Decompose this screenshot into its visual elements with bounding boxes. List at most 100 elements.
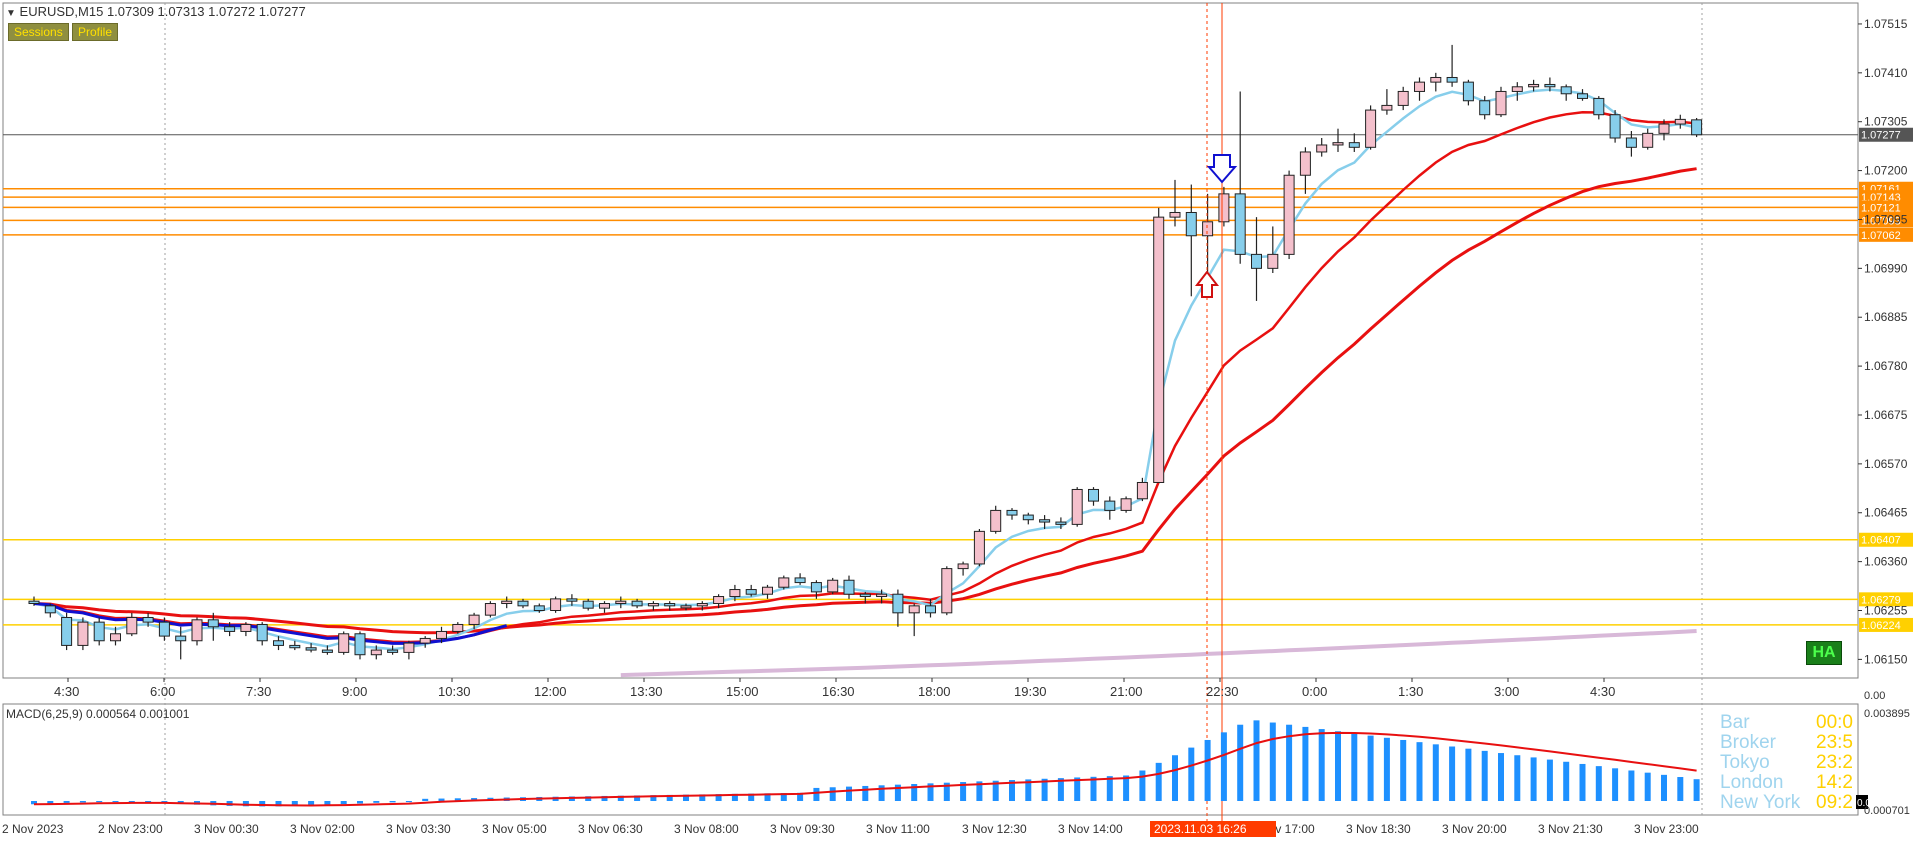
date-tick-label: 3 Nov 12:30 <box>962 822 1027 836</box>
macd-hist-bar <box>324 801 331 805</box>
bear-candle-body <box>1462 81 1474 102</box>
macd-scale-bottom: 0.000701 <box>1864 805 1910 817</box>
time-axis: 4:30 6:00 7:30 9:00 10:30 12:00 13:30 15:00 16:3… <box>2 678 1699 837</box>
macd-hist-bar <box>1498 753 1504 801</box>
bear-candle-body <box>1577 93 1588 99</box>
bear-candle-body <box>158 621 170 637</box>
macd-hist-bar <box>63 801 70 803</box>
price-tick-label: 1.06990 <box>1864 261 1908 275</box>
macd-hist-bar <box>1677 777 1684 801</box>
bull-candle-body <box>615 600 627 605</box>
bear-candle-body <box>859 593 871 598</box>
bull-candle-body <box>729 589 741 598</box>
macd-hist-bar <box>992 780 999 801</box>
bull-candle-body <box>762 586 773 595</box>
macd-hist-bar <box>846 786 852 801</box>
macd-hist-bar <box>1220 732 1227 801</box>
macd-scale-top: 0.003895 <box>1864 708 1910 720</box>
bear-candle-body <box>631 600 643 607</box>
level-label-bg-2 <box>1859 200 1913 215</box>
level-label-7: 1.06224 <box>1861 620 1901 632</box>
time-tick-label: 4:30 <box>1590 684 1615 699</box>
bear-candle-body <box>1479 100 1491 116</box>
macd-hist-bar <box>1123 775 1130 801</box>
profile-button[interactable]: Profile <box>72 23 119 41</box>
level-label-bg-5 <box>1859 532 1913 547</box>
macd-hist-bar <box>422 798 429 801</box>
macd-hist-bar <box>1155 762 1162 801</box>
macd-hist-bar <box>1057 778 1064 801</box>
bear-candle-body <box>305 647 317 651</box>
level-label-bg-3 <box>1859 213 1913 228</box>
sessions-button[interactable]: Sessions <box>8 23 69 41</box>
bull-candle-body <box>501 600 513 605</box>
time-tick-label: 22:30 <box>1206 684 1239 699</box>
macd-hist-bar <box>748 793 755 801</box>
price-axis: 1.07515 1.07410 1.07305 1.07200 1.07095 1.069… <box>1858 17 1908 702</box>
bull-candle-body <box>1528 83 1540 88</box>
bull-candle-body <box>1332 142 1344 146</box>
macd-hist-bar <box>666 794 673 801</box>
date-tick-label: 3 Nov 23:00 <box>1634 822 1699 836</box>
bull-candle-body <box>908 605 920 614</box>
bear-candle-body <box>175 635 187 642</box>
macd-hist-bar <box>1595 766 1602 801</box>
time-tick-label: 16:30 <box>822 684 855 699</box>
session-info-row: Bar 00:0 <box>1720 712 1853 734</box>
date-tick-label: 3 Nov 11:00 <box>866 822 930 836</box>
price-tick-label: 1.06360 <box>1864 555 1908 569</box>
macd-hist-bar <box>797 792 804 801</box>
bear-candle-body <box>745 589 757 595</box>
macd-hist-bar <box>96 801 103 803</box>
macd-hist-bar <box>894 784 901 801</box>
session-info-label: Tokyo <box>1720 752 1770 773</box>
bull-candle-body <box>419 637 431 644</box>
time-tick-label: 9:00 <box>342 684 367 699</box>
macd-hist-bar <box>47 801 54 804</box>
bull-candle-body <box>1414 81 1425 92</box>
macd-hist-bar <box>601 795 608 801</box>
price-tick-label: 1.07515 <box>1864 17 1908 31</box>
date-tick-label: 3 Nov 09:30 <box>770 822 835 836</box>
macd-hist-bar <box>943 782 950 801</box>
macd-hist-bar <box>1530 757 1537 801</box>
macd-hist-bar <box>1563 761 1570 801</box>
macd-hist-bar <box>927 783 934 801</box>
candles <box>28 44 1703 660</box>
time-tick-label: 1:30 <box>1398 684 1423 699</box>
bull-candle-body <box>1642 132 1654 148</box>
cursor-time-label: 2023.11.03 16:26 <box>1154 822 1247 836</box>
bear-candle-body <box>1185 211 1197 237</box>
bear-candle-body <box>1560 86 1572 95</box>
bear-candle-body <box>93 621 105 642</box>
session-info-label: London <box>1720 772 1784 793</box>
bull-candle-body <box>990 509 1002 532</box>
ha-badge[interactable]: HA <box>1806 641 1842 665</box>
macd-hist-bar <box>585 796 592 801</box>
macd-hist-bar <box>373 801 380 803</box>
time-tick-label: 0:00 <box>1302 684 1327 699</box>
macd-hist-bar <box>715 794 722 801</box>
macd-hist-bar <box>1400 739 1407 801</box>
date-tick-label: 2 Nov 23:00 <box>98 822 163 836</box>
macd-hist-bar <box>1074 777 1081 801</box>
date-tick-label: 3 Nov 02:00 <box>290 822 355 836</box>
price-tick-label: 1.06570 <box>1864 457 1908 471</box>
ema-mid-line <box>33 110 1697 644</box>
bear-candle-body <box>289 644 301 649</box>
bull-candle-body <box>1381 104 1393 111</box>
bull-candle-body <box>827 579 839 593</box>
macd-hist-bar <box>128 801 135 803</box>
macd-hist-bar <box>617 795 624 801</box>
macd-hist-bar <box>275 801 282 807</box>
bull-candle-body <box>468 614 480 625</box>
price-tick-label: 1.06255 <box>1864 604 1908 618</box>
collapse-triangle-icon[interactable]: ▼ <box>6 8 16 19</box>
current-price-bg <box>1859 127 1913 142</box>
bull-candle-body <box>126 616 138 635</box>
bear-candle-body <box>1055 521 1067 525</box>
macd-hist-bar <box>1481 750 1488 801</box>
macd-hist-bar <box>1009 780 1015 801</box>
